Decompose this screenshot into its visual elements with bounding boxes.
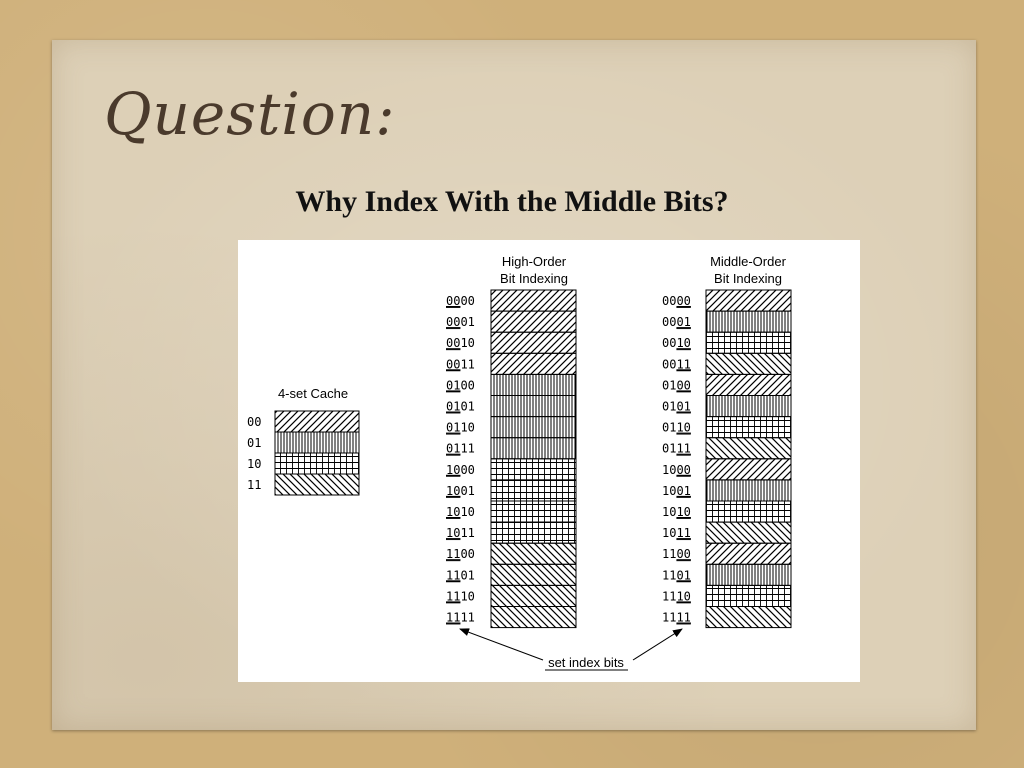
memory-block bbox=[705, 416, 792, 439]
arrow-to-middle-order bbox=[632, 628, 683, 661]
high-order-label-line2: Bit Indexing bbox=[500, 271, 568, 286]
memory-block bbox=[705, 458, 792, 481]
cache-set-index: 10 bbox=[247, 457, 261, 471]
slide-subtitle: Why Index With the Middle Bits? bbox=[295, 185, 729, 218]
middle-order-label-line1: Middle-Order bbox=[710, 254, 787, 269]
memory-block bbox=[490, 542, 577, 565]
address-label: 0111 bbox=[662, 442, 691, 456]
memory-block bbox=[705, 395, 792, 418]
cache-set-block bbox=[274, 452, 360, 475]
cache-set-block bbox=[274, 431, 360, 454]
address-label: 1100 bbox=[662, 547, 691, 561]
memory-block bbox=[490, 479, 577, 502]
address-label: 1101 bbox=[446, 568, 475, 582]
address-label: 1010 bbox=[446, 505, 475, 519]
cache-set-block bbox=[274, 410, 360, 433]
address-label: 1001 bbox=[662, 484, 691, 498]
memory-block bbox=[490, 584, 577, 607]
memory-block bbox=[705, 331, 792, 354]
memory-block bbox=[705, 563, 792, 586]
memory-block bbox=[705, 500, 792, 523]
cache-set-index: 01 bbox=[247, 436, 261, 450]
address-label: 1110 bbox=[446, 589, 475, 603]
slide-title: Question: bbox=[104, 80, 396, 148]
address-label: 0000 bbox=[662, 294, 691, 308]
address-label: 0000 bbox=[446, 294, 475, 308]
cache-indexing-figure: 4-set Cache 00 01 10 11 High-Order Bit Inde… bbox=[238, 240, 860, 682]
middle-order-label-line2: Bit Indexing bbox=[714, 271, 782, 286]
address-label: 0101 bbox=[662, 400, 691, 414]
cache-set-block bbox=[274, 473, 360, 496]
memory-block bbox=[490, 563, 577, 586]
address-label: 1011 bbox=[662, 526, 691, 540]
address-label: 0110 bbox=[446, 421, 475, 435]
address-label: 1010 bbox=[662, 505, 691, 519]
high-order-rows: 0000 0001 0010 0011 0100 0101 0110 0111 1000 1001… bbox=[446, 289, 577, 629]
memory-block bbox=[705, 584, 792, 607]
memory-block bbox=[705, 289, 792, 312]
address-label: 0111 bbox=[446, 442, 475, 456]
memory-block bbox=[490, 458, 577, 481]
memory-block bbox=[490, 331, 577, 354]
memory-block bbox=[705, 310, 792, 333]
memory-block bbox=[705, 521, 792, 544]
address-label: 1101 bbox=[662, 568, 691, 582]
address-label: 0011 bbox=[446, 357, 475, 371]
address-label: 0100 bbox=[446, 378, 475, 392]
memory-block bbox=[490, 521, 577, 544]
memory-block bbox=[705, 437, 792, 460]
arrow-to-high-order bbox=[459, 628, 544, 661]
memory-block bbox=[490, 606, 577, 629]
memory-block bbox=[705, 373, 792, 396]
address-label: 1001 bbox=[446, 484, 475, 498]
cache-sets: 00 01 10 11 bbox=[247, 410, 360, 496]
address-label: 0100 bbox=[662, 378, 691, 392]
address-label: 1111 bbox=[662, 611, 691, 625]
middle-order-rows: 0000 0001 0010 0011 0100 0101 0110 0111 1000 1001… bbox=[662, 289, 792, 629]
memory-block bbox=[705, 479, 792, 502]
address-label: 1111 bbox=[446, 611, 475, 625]
memory-block bbox=[490, 373, 577, 396]
memory-block bbox=[490, 395, 577, 418]
cache-set-index: 00 bbox=[247, 415, 261, 429]
address-label: 1000 bbox=[662, 463, 691, 477]
memory-block bbox=[490, 437, 577, 460]
memory-block bbox=[705, 606, 792, 629]
memory-block bbox=[705, 352, 792, 375]
address-label: 0010 bbox=[446, 336, 475, 350]
address-label: 0101 bbox=[446, 400, 475, 414]
memory-block bbox=[490, 310, 577, 333]
address-label: 0110 bbox=[662, 421, 691, 435]
set-index-bits-label: set index bits bbox=[548, 655, 624, 670]
cache-set-index: 11 bbox=[247, 478, 261, 492]
address-label: 1011 bbox=[446, 526, 475, 540]
memory-block bbox=[705, 542, 792, 565]
address-label: 0011 bbox=[662, 357, 691, 371]
high-order-label-line1: High-Order bbox=[502, 254, 567, 269]
memory-block bbox=[490, 500, 577, 523]
address-label: 1110 bbox=[662, 589, 691, 603]
memory-block bbox=[490, 289, 577, 312]
cache-label: 4-set Cache bbox=[278, 386, 348, 401]
address-label: 1000 bbox=[446, 463, 475, 477]
memory-block bbox=[490, 416, 577, 439]
address-label: 0001 bbox=[662, 315, 691, 329]
memory-block bbox=[490, 352, 577, 375]
address-label: 1100 bbox=[446, 547, 475, 561]
address-label: 0010 bbox=[662, 336, 691, 350]
address-label: 0001 bbox=[446, 315, 475, 329]
